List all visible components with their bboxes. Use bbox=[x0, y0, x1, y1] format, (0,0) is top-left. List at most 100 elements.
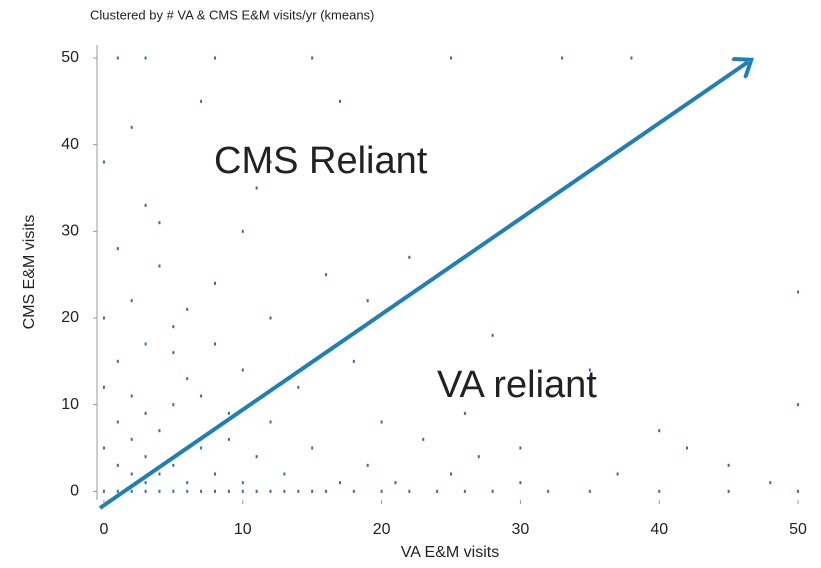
point bbox=[380, 489, 383, 493]
x-tick-label: 0 bbox=[99, 521, 108, 538]
annotation: CMS Reliant bbox=[214, 140, 428, 182]
x-axis-label: VA E&M visits bbox=[401, 544, 499, 561]
point bbox=[116, 463, 119, 467]
point bbox=[325, 273, 328, 277]
point bbox=[630, 56, 633, 60]
point bbox=[561, 394, 564, 398]
point bbox=[172, 403, 175, 407]
point bbox=[408, 489, 411, 493]
point bbox=[352, 489, 355, 493]
point bbox=[214, 472, 216, 476]
point bbox=[144, 203, 147, 207]
point bbox=[311, 446, 314, 450]
y-tick-label: 20 bbox=[61, 309, 79, 326]
point bbox=[380, 420, 383, 424]
point bbox=[769, 481, 772, 485]
point bbox=[116, 56, 119, 60]
chart-title: Clustered by # VA & CMS E&M visits/yr (k… bbox=[90, 7, 374, 22]
point bbox=[200, 489, 203, 493]
point bbox=[797, 489, 800, 493]
point bbox=[311, 56, 314, 60]
point bbox=[102, 446, 105, 450]
point bbox=[797, 290, 800, 294]
point bbox=[102, 385, 105, 389]
point bbox=[269, 489, 272, 493]
point bbox=[325, 489, 328, 493]
y-tick-label: 0 bbox=[70, 483, 79, 500]
x-tick-label: 20 bbox=[373, 521, 391, 538]
point bbox=[130, 489, 133, 493]
x-tick-label: 40 bbox=[650, 521, 668, 538]
point bbox=[214, 489, 216, 493]
point bbox=[269, 160, 272, 164]
y-tick-label: 50 bbox=[61, 49, 79, 66]
point bbox=[519, 446, 522, 450]
point bbox=[200, 394, 203, 398]
point bbox=[158, 489, 161, 493]
point bbox=[727, 463, 730, 467]
y-axis-label: CMS E&M visits bbox=[21, 215, 38, 330]
point bbox=[255, 186, 258, 190]
point bbox=[227, 437, 230, 441]
point bbox=[241, 481, 244, 485]
point bbox=[283, 472, 286, 476]
point bbox=[130, 299, 133, 303]
y-tick-label: 40 bbox=[61, 136, 79, 153]
x-tick-label: 10 bbox=[234, 521, 252, 538]
point bbox=[130, 125, 133, 129]
point bbox=[227, 411, 230, 415]
point bbox=[144, 481, 147, 485]
point bbox=[366, 463, 369, 467]
point bbox=[588, 368, 591, 372]
x-tick-label: 30 bbox=[512, 521, 530, 538]
point bbox=[214, 56, 216, 60]
point bbox=[158, 472, 161, 476]
point bbox=[422, 437, 425, 441]
point bbox=[408, 255, 411, 259]
point bbox=[491, 489, 494, 493]
point bbox=[158, 429, 161, 433]
point bbox=[463, 489, 466, 493]
point bbox=[214, 342, 216, 346]
point bbox=[283, 489, 286, 493]
point bbox=[255, 455, 258, 459]
point bbox=[338, 99, 341, 103]
point bbox=[616, 472, 619, 476]
point bbox=[588, 489, 591, 493]
point bbox=[158, 264, 161, 268]
point bbox=[130, 437, 133, 441]
point bbox=[116, 247, 119, 251]
point bbox=[172, 489, 175, 493]
point bbox=[436, 489, 439, 493]
point bbox=[241, 368, 244, 372]
point bbox=[366, 299, 369, 303]
point bbox=[144, 489, 147, 493]
point bbox=[144, 455, 147, 459]
points bbox=[102, 56, 800, 493]
point bbox=[102, 316, 105, 320]
point bbox=[186, 307, 189, 311]
point bbox=[186, 481, 189, 485]
point bbox=[227, 489, 230, 493]
annotation: VA reliant bbox=[437, 364, 597, 406]
point bbox=[158, 221, 161, 225]
y-tick-label: 10 bbox=[61, 396, 79, 413]
point bbox=[130, 472, 133, 476]
point bbox=[102, 489, 105, 493]
point bbox=[116, 489, 119, 493]
point bbox=[297, 489, 300, 493]
point bbox=[269, 420, 272, 424]
point bbox=[144, 56, 147, 60]
x-tick-label: 50 bbox=[789, 521, 807, 538]
point bbox=[658, 489, 661, 493]
point bbox=[241, 229, 244, 233]
point bbox=[269, 316, 272, 320]
point bbox=[144, 411, 147, 415]
point bbox=[297, 385, 300, 389]
point bbox=[519, 481, 522, 485]
point bbox=[727, 489, 730, 493]
arrow bbox=[98, 62, 748, 510]
point bbox=[311, 489, 314, 493]
point bbox=[172, 463, 175, 467]
